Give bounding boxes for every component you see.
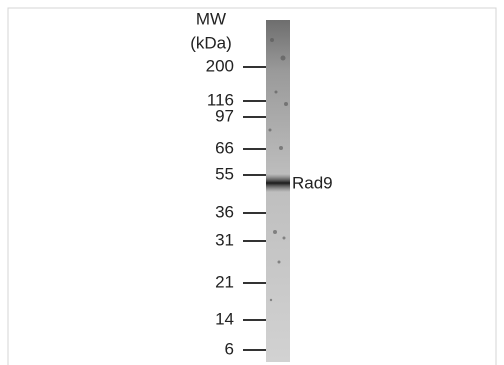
marker-label: 6 — [225, 339, 234, 358]
band — [266, 174, 290, 192]
marker-label: 31 — [215, 230, 234, 249]
marker-label: 14 — [215, 309, 234, 328]
mw-unit: (kDa) — [190, 33, 232, 52]
band-label: Rad9 — [292, 173, 333, 192]
mw-title: MW — [196, 9, 226, 28]
marker-label: 66 — [215, 138, 234, 157]
marker-label: 55 — [215, 164, 234, 183]
marker-label: 36 — [215, 202, 234, 221]
marker-label: 21 — [215, 272, 234, 291]
marker-label: 97 — [215, 106, 234, 125]
blot-figure: MW (kDa) Rad9 200116976655363121146 — [0, 0, 504, 365]
frame — [8, 8, 496, 365]
marker-label: 200 — [206, 56, 234, 75]
